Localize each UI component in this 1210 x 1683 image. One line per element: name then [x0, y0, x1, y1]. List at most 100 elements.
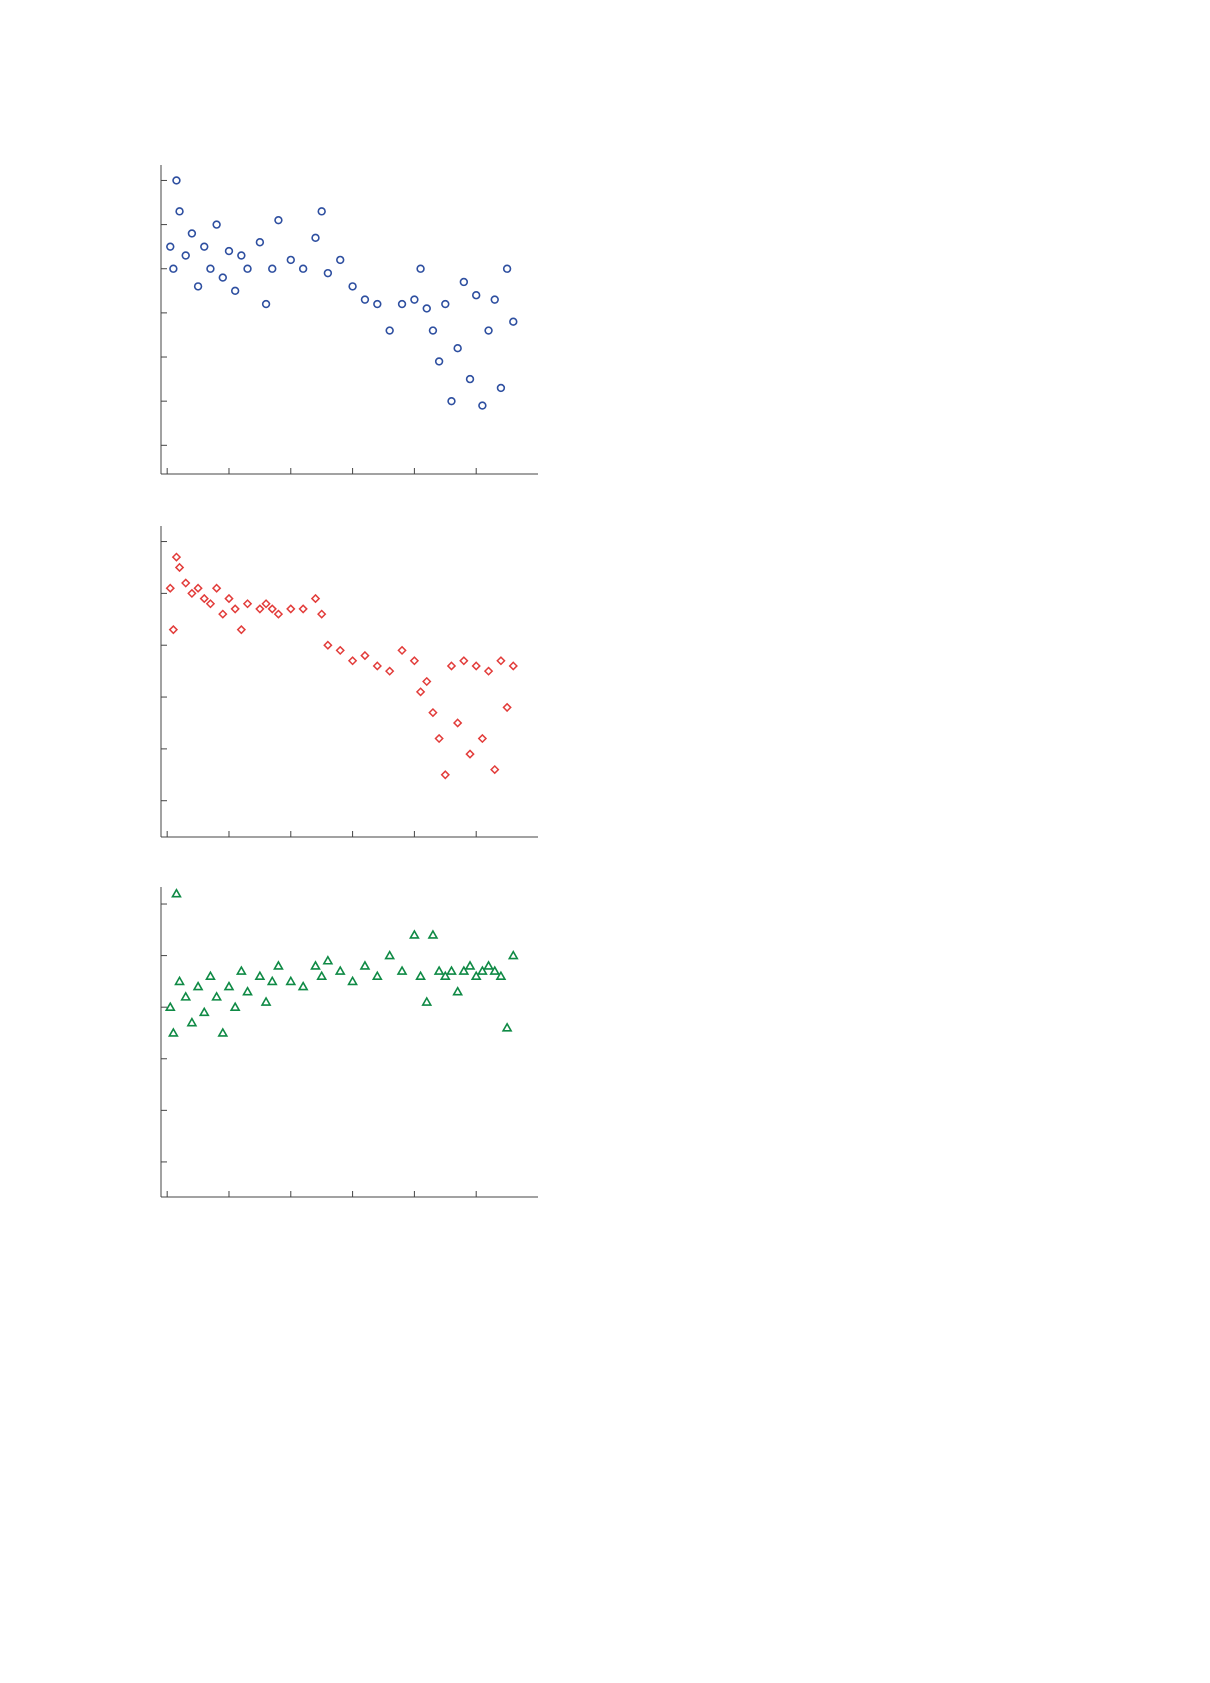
point [385, 326, 394, 335]
point [409, 929, 420, 939]
point [192, 980, 204, 991]
point [396, 965, 408, 975]
point [483, 666, 494, 676]
point [316, 970, 328, 981]
point [371, 970, 383, 981]
point [476, 965, 488, 975]
point [298, 604, 308, 614]
point [255, 604, 265, 614]
point [359, 960, 371, 970]
point [273, 609, 284, 619]
point [267, 604, 277, 614]
point [465, 749, 475, 759]
point [266, 975, 278, 986]
point [502, 702, 512, 713]
point [174, 975, 185, 986]
point [211, 991, 223, 1001]
point [322, 955, 334, 965]
point [167, 1027, 179, 1037]
point [200, 242, 209, 251]
point [415, 687, 426, 697]
point [205, 599, 216, 609]
point [433, 965, 445, 975]
point [471, 661, 481, 671]
point [317, 609, 327, 619]
point [458, 965, 470, 975]
point [508, 661, 518, 671]
point [169, 264, 178, 273]
point [205, 970, 216, 981]
point [217, 1027, 229, 1037]
point [507, 949, 519, 960]
point [372, 661, 382, 671]
point [489, 965, 501, 975]
point [477, 733, 488, 744]
point [193, 583, 203, 593]
point [268, 264, 277, 273]
point [453, 343, 462, 353]
point [323, 268, 333, 278]
point [174, 562, 185, 573]
point [235, 965, 247, 975]
point [298, 264, 308, 273]
point [440, 770, 450, 780]
point [427, 929, 439, 939]
point [335, 645, 345, 656]
point [459, 277, 469, 287]
point [211, 583, 222, 593]
point [452, 718, 463, 728]
point [193, 282, 203, 291]
point [384, 949, 396, 960]
point [206, 264, 215, 273]
point [470, 970, 482, 981]
point [243, 264, 252, 273]
point [164, 1001, 176, 1011]
point [187, 229, 197, 238]
point [490, 764, 500, 775]
point [501, 1022, 513, 1032]
point [286, 255, 295, 265]
point [490, 295, 499, 304]
point [168, 625, 179, 635]
point [242, 599, 253, 609]
point [230, 286, 240, 296]
point [459, 656, 469, 666]
point [422, 304, 431, 313]
point [218, 273, 228, 282]
point [434, 357, 444, 366]
point [230, 604, 240, 614]
point [428, 707, 438, 718]
point [446, 965, 457, 975]
point [310, 960, 321, 970]
point [496, 656, 506, 666]
point [496, 383, 506, 393]
point [347, 656, 358, 666]
point [484, 326, 493, 335]
point [334, 965, 346, 975]
point [286, 604, 296, 614]
point [181, 578, 191, 588]
point [261, 599, 271, 609]
point [478, 401, 487, 410]
point [483, 960, 494, 970]
point [360, 650, 370, 661]
point [172, 176, 181, 185]
point [171, 552, 182, 562]
point [446, 661, 457, 671]
point [255, 238, 265, 247]
point [502, 264, 512, 273]
point [336, 255, 345, 265]
point [360, 295, 370, 304]
point [397, 645, 407, 656]
point [181, 251, 190, 260]
point [237, 251, 246, 260]
point [260, 996, 272, 1006]
point [198, 1006, 210, 1017]
point [285, 975, 297, 986]
point [187, 588, 197, 599]
point [416, 264, 425, 273]
point [441, 299, 450, 309]
point [165, 583, 175, 593]
point [452, 986, 464, 996]
